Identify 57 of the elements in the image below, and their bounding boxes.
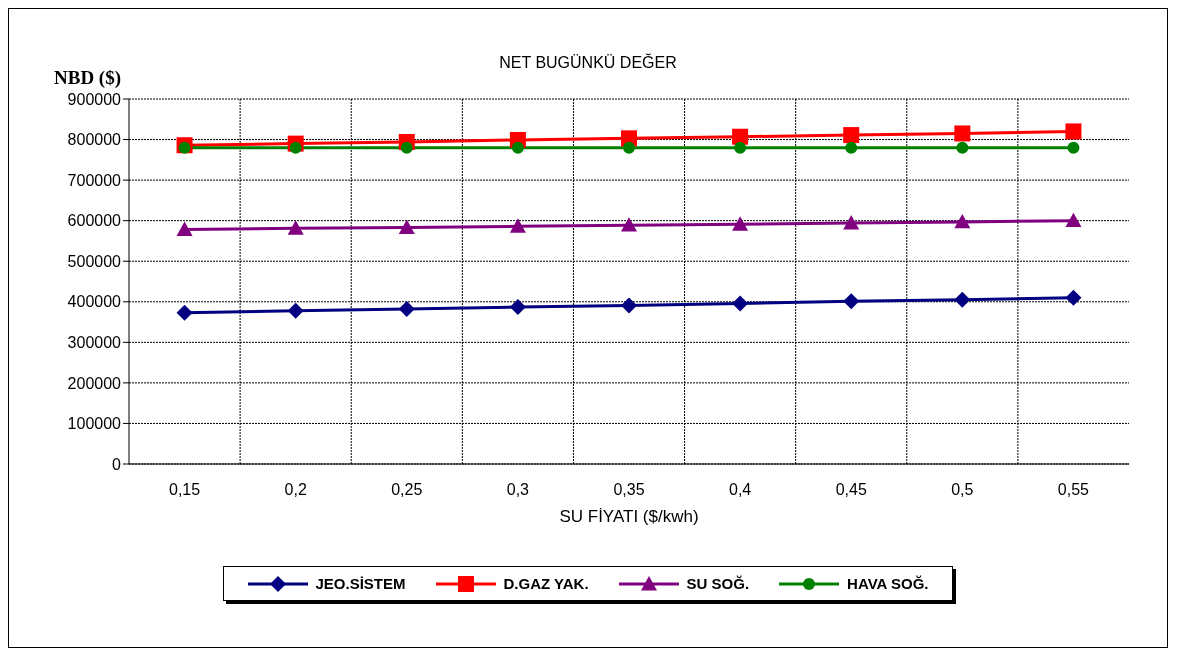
point [843, 215, 860, 230]
point [621, 297, 637, 314]
legend-label: SU SOĞ. [686, 575, 750, 592]
x-tick-label: 0,5 [951, 481, 974, 499]
y-tick-label: 0 [112, 455, 122, 473]
point [954, 291, 971, 308]
point [954, 125, 971, 142]
point [176, 221, 193, 236]
point [176, 304, 193, 321]
point [1065, 289, 1082, 306]
x-tick-label: 0,15 [168, 481, 201, 499]
chart-title: NET BUGÜNKÜ DEĞER [499, 54, 677, 71]
x-tick-label: 0,3 [506, 481, 530, 499]
x-tick-label: 0,4 [728, 481, 752, 499]
y-tick-label: 600000 [67, 212, 122, 230]
point [1065, 212, 1082, 228]
point [732, 295, 749, 312]
point [287, 302, 304, 319]
point [623, 141, 635, 154]
x-tick-label: 0,55 [1057, 481, 1090, 499]
y-tick-label: 800000 [67, 131, 122, 149]
point [956, 141, 969, 154]
point [734, 141, 747, 154]
point [1067, 141, 1080, 154]
legend-label: HAVA SOĞ. [847, 575, 929, 592]
legend-label: JEO.SİSTEM [315, 575, 406, 592]
point [732, 128, 749, 145]
point [509, 299, 526, 316]
point [621, 217, 637, 232]
y-tick-label: 100000 [67, 415, 122, 433]
y-tick-label: 500000 [67, 252, 122, 270]
x-tick-label: 0,2 [284, 481, 307, 499]
point [398, 301, 415, 318]
point [178, 141, 191, 154]
point [289, 141, 302, 154]
x-tick-label: 0,45 [835, 481, 867, 499]
y-tick-label: 700000 [67, 171, 122, 189]
x-tick-label: 0,25 [391, 481, 423, 499]
point [1065, 123, 1082, 140]
point [287, 220, 304, 235]
point [511, 141, 524, 154]
y-tick-label: 900000 [67, 90, 122, 108]
point [843, 293, 860, 310]
legend-label: D.GAZ YAK. [503, 575, 589, 592]
point [400, 141, 413, 154]
point [954, 213, 971, 229]
y-tick-label: 300000 [67, 334, 122, 352]
y-axis-title: NBD ($) [54, 67, 122, 89]
x-axis-title: SU FİYATI ($/kwh) [559, 507, 699, 526]
point [845, 141, 858, 154]
x-tick-label: 0,35 [613, 481, 645, 499]
point [509, 218, 526, 233]
y-tick-label: 400000 [67, 293, 122, 311]
y-tick-label: 200000 [67, 374, 122, 392]
point [398, 219, 415, 234]
point [843, 127, 860, 144]
point [732, 216, 749, 231]
